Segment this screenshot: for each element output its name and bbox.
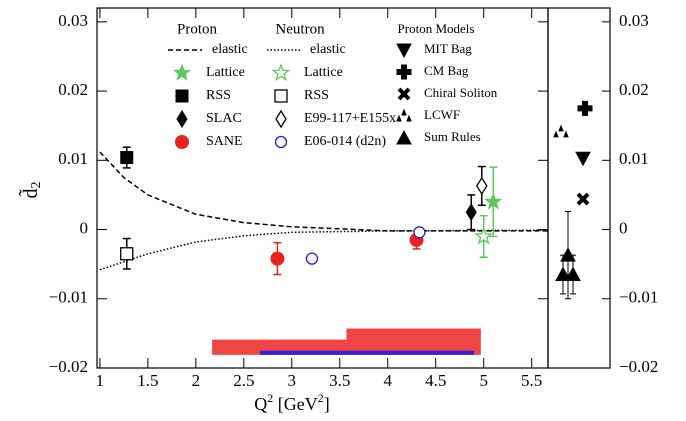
legend-title: Proton [177, 21, 218, 37]
legend-label: RSS [206, 88, 231, 103]
x-tick-label: 5 [479, 371, 488, 390]
legend-label: Lattice [304, 65, 343, 80]
legend-marker [396, 108, 412, 122]
legend-label: elastic [212, 42, 248, 57]
data-point [270, 251, 285, 266]
legend-label: E06-014 (d2n) [304, 134, 386, 149]
x-label-part: [GeV [273, 394, 317, 414]
y-tick-label: 0 [80, 218, 89, 237]
legend-label: SLAC [206, 111, 242, 126]
x-label-sup: 2 [267, 391, 273, 405]
x-tick-label: 2.5 [233, 371, 254, 390]
legend-marker [397, 87, 411, 101]
legend-label: Sum Rules [424, 129, 481, 144]
legend-label: RSS [304, 88, 329, 103]
legend-title: Neutron [275, 21, 325, 37]
legend-marker [175, 89, 189, 103]
legend-marker [175, 135, 189, 149]
elastic-curve [99, 151, 548, 232]
x-tick-label: 1.5 [137, 371, 158, 390]
systematic-band [346, 328, 481, 355]
model-point [560, 247, 576, 262]
y-tick-label: −0.02 [49, 357, 88, 376]
model-panel-frame [547, 7, 611, 369]
elastic-curve [99, 229, 549, 271]
y-tick-label: 0.03 [58, 11, 88, 30]
x-tick-label: 4 [384, 371, 393, 390]
legend-label: E99-117+E155x [304, 111, 396, 126]
systematic-band [260, 350, 475, 355]
y2-tick-label: 0.03 [619, 11, 649, 30]
legend-label: MIT Bag [424, 41, 472, 56]
y2-tick-label: −0.02 [619, 357, 658, 376]
data-point [465, 203, 477, 222]
data-point [120, 151, 134, 165]
x-label-part: ] [324, 394, 330, 414]
data-point [120, 247, 134, 261]
y2-tick-label: 0 [619, 218, 628, 237]
legend-marker [173, 63, 191, 81]
x-tick-label: 4.5 [425, 371, 446, 390]
y-label-base: d̃ [17, 189, 42, 199]
model-point [577, 100, 593, 116]
y-tick-label: −0.01 [49, 288, 88, 307]
legend-label: Lattice [206, 65, 245, 80]
data-point [413, 226, 426, 239]
legend-marker [271, 63, 291, 81]
model-point [553, 124, 569, 138]
x-axis-label: Q2 [GeV2] [254, 391, 329, 414]
y-tick-label: 0.02 [58, 80, 88, 99]
data-point [476, 176, 488, 196]
legend-marker [274, 89, 288, 103]
data-point [484, 192, 503, 210]
x-tick-label: 1 [96, 371, 105, 390]
y2-tick-label: −0.01 [619, 288, 658, 307]
y-axis-label: d̃2 [17, 182, 44, 199]
model-point [565, 266, 581, 282]
model-point [575, 151, 591, 167]
x-tick-label: 3 [288, 371, 297, 390]
y-tick-label: 0.01 [58, 149, 88, 168]
legend-marker [176, 110, 188, 128]
y2-tick-label: 0.02 [619, 80, 649, 99]
legend-marker [396, 64, 412, 80]
legend-title: Proton Models [398, 21, 475, 36]
legend-marker [396, 129, 412, 145]
model-point [576, 192, 590, 206]
legend-label: SANE [206, 134, 243, 149]
data-point [305, 252, 319, 265]
x-tick-label: 2 [192, 371, 201, 390]
data-point [474, 226, 494, 245]
legend-marker [275, 109, 287, 129]
y2-tick-label: 0.01 [619, 149, 649, 168]
legend-label: CM Bag [424, 63, 469, 78]
legend-label: Chiral Soliton [424, 85, 498, 100]
legend-label: elastic [310, 42, 346, 57]
x-tick-label: 5.5 [521, 371, 542, 390]
x-label-sup: 2 [318, 391, 324, 405]
model-point [555, 266, 571, 282]
legend-marker [274, 135, 288, 149]
y-label-sub: 2 [29, 182, 44, 189]
x-label-part: Q [254, 394, 267, 414]
legend-marker [396, 43, 412, 59]
legend-label: LCWF [424, 107, 460, 122]
x-tick-label: 3.5 [329, 371, 350, 390]
